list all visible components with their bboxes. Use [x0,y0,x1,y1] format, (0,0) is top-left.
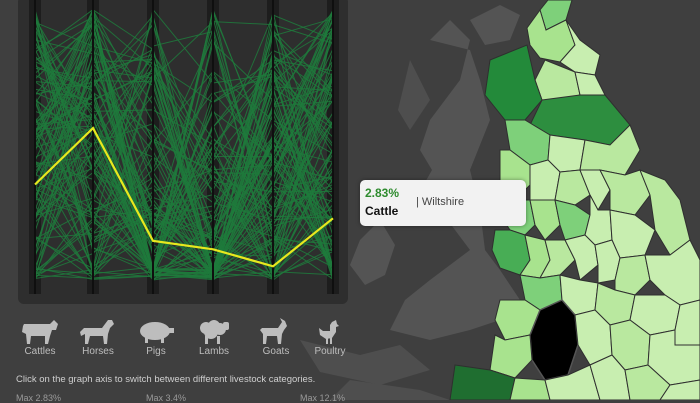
county-line [34,54,334,280]
chicken-icon [319,320,339,344]
county-line [34,7,334,273]
county-line [34,69,334,280]
axis-max-label: Max 2.83% [16,393,62,403]
county-region [644,239,700,306]
cow-icon [22,320,58,344]
county-region [659,379,700,400]
county-line [34,66,334,248]
tooltip-county: | Wiltshire [416,196,465,208]
county-line [34,12,334,271]
parallel-coordinates-panel [18,0,348,304]
sheep-icon [200,320,229,344]
county-line [34,30,334,278]
axis-label-poultry: Poultry [314,346,346,357]
county-region [554,169,591,206]
instruction-text: Click on the graph axis to switch betwee… [16,374,316,385]
goat-icon [260,318,287,344]
county-line [34,55,334,275]
county-line [34,100,334,279]
axis-selector-lambs[interactable]: Lambs [184,318,244,357]
axis-selector-horses[interactable]: Horses [68,318,128,357]
county-line [34,22,334,277]
county-region [579,169,611,212]
county-line [34,16,334,280]
county-line [34,76,334,270]
axis-selector-goats[interactable]: Goats [246,318,306,357]
axis-selector-pigs[interactable]: Pigs [126,318,186,357]
county-line [34,22,334,277]
axis-selector-cattles[interactable]: Cattles [10,318,70,357]
tooltip-category: Cattle [365,204,399,218]
county-line [34,53,334,278]
county-line [34,17,334,279]
county-region [529,199,561,241]
pig-icon [140,322,174,343]
axis-label-pigs: Pigs [146,346,166,357]
county-line [34,123,334,277]
county-region [599,169,651,216]
county-line [34,13,334,272]
county-region [614,254,651,296]
county-line [34,29,334,268]
axis-label-lambs: Lambs [198,346,229,357]
county-line [34,36,334,281]
county-line [34,62,334,232]
axis-selector-poultry[interactable]: Poultry [300,318,360,357]
county-line [34,140,334,279]
county-line [34,33,334,227]
axis-max-label: Max 3.4% [146,393,187,403]
county-line [34,30,334,277]
highlight-line-wiltshire [34,126,334,268]
axis-max-label: Max 12.1% [300,393,346,403]
county-line [34,78,334,278]
county-line [34,13,334,280]
county-line [34,125,334,271]
county-region [484,44,543,121]
horse-icon [80,320,114,344]
county-line [34,92,334,258]
county-tooltip: 2.83% Cattle | Wiltshire [360,180,526,226]
axis-label-goats: Goats [262,346,290,357]
county-line [34,39,334,247]
county-line [34,11,334,279]
parallel-coordinates-chart[interactable] [18,0,348,304]
county-region [574,71,606,96]
county-line [34,21,334,221]
county-line [34,9,334,278]
county-line [34,29,334,280]
county-line [34,42,334,279]
county-line [34,68,334,281]
county-region [509,377,551,400]
axis-label-horses: Horses [82,346,114,357]
axis-label-cattles: Cattles [24,346,56,357]
county-line [34,76,334,281]
tooltip-percent: 2.83% [365,186,400,200]
